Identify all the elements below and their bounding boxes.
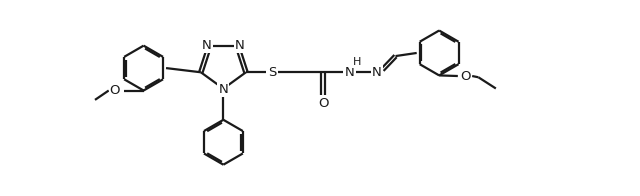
- Text: O: O: [109, 84, 120, 97]
- Text: O: O: [461, 70, 471, 83]
- Text: N: N: [344, 66, 355, 79]
- Text: N: N: [372, 66, 381, 79]
- Text: O: O: [318, 97, 328, 110]
- Text: N: N: [235, 39, 244, 52]
- Text: S: S: [268, 66, 276, 79]
- Text: N: N: [218, 83, 228, 96]
- Text: H: H: [353, 57, 362, 67]
- Text: N: N: [202, 39, 212, 52]
